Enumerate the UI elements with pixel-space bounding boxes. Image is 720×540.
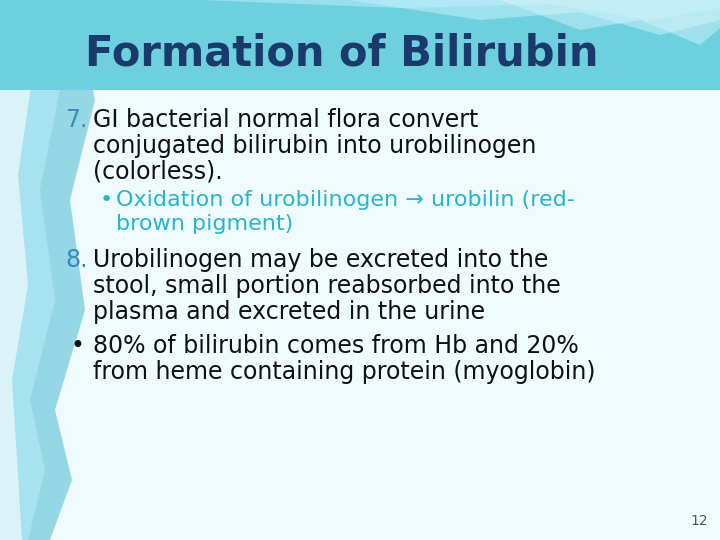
Text: 8.: 8. <box>65 248 88 272</box>
Text: brown pigment): brown pigment) <box>116 214 293 234</box>
Bar <box>0 0 720 90</box>
Text: GI bacterial normal flora convert: GI bacterial normal flora convert <box>93 108 478 132</box>
Polygon shape <box>0 0 60 540</box>
Text: stool, small portion reabsorbed into the: stool, small portion reabsorbed into the <box>93 274 561 298</box>
Polygon shape <box>0 0 32 540</box>
Text: 12: 12 <box>690 514 708 528</box>
Polygon shape <box>180 0 720 20</box>
Text: from heme containing protein (myoglobin): from heme containing protein (myoglobin) <box>93 360 595 384</box>
Text: (colorless).: (colorless). <box>93 160 222 184</box>
Text: 7.: 7. <box>65 108 87 132</box>
Text: conjugated bilirubin into urobilinogen: conjugated bilirubin into urobilinogen <box>93 134 536 158</box>
Text: •: • <box>70 334 84 358</box>
Text: plasma and excreted in the urine: plasma and excreted in the urine <box>93 300 485 324</box>
Text: Formation of Bilirubin: Formation of Bilirubin <box>85 33 598 75</box>
Text: 80% of bilirubin comes from Hb and 20%: 80% of bilirubin comes from Hb and 20% <box>93 334 579 358</box>
Polygon shape <box>490 0 720 45</box>
Polygon shape <box>330 0 720 35</box>
Text: Oxidation of urobilinogen → urobilin (red-: Oxidation of urobilinogen → urobilin (re… <box>116 190 575 210</box>
Polygon shape <box>0 0 95 540</box>
Text: Urobilinogen may be excreted into the: Urobilinogen may be excreted into the <box>93 248 549 272</box>
Text: •: • <box>100 190 113 210</box>
